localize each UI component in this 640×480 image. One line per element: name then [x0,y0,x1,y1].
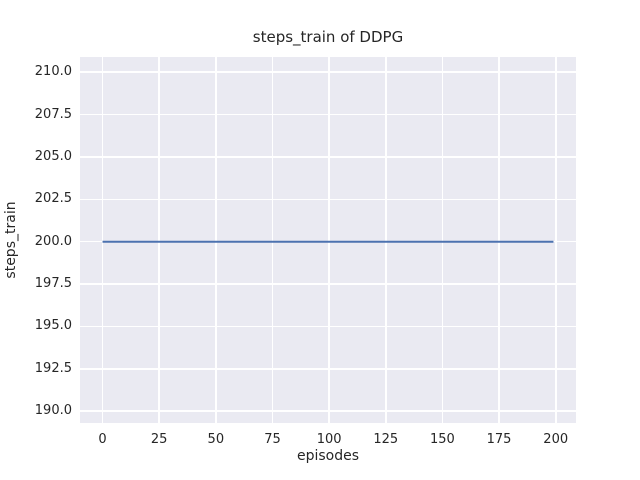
plot-area [80,57,576,423]
x-tick-label: 50 [207,432,225,447]
y-tick-label: 197.5 [34,276,72,292]
x-gridline [101,57,104,423]
y-tick-label: 200.0 [34,233,72,249]
x-axis-label: episodes [296,448,360,464]
y-gridline [80,367,576,370]
x-gridline [498,57,500,423]
y-gridline [80,71,576,74]
x-tick-label: 200 [543,432,569,447]
x-gridline [158,57,160,423]
x-tick-label: 150 [430,432,455,447]
y-tick-label: 207.5 [34,106,72,122]
x-tick-label: 175 [486,432,512,447]
y-gridline [80,283,576,285]
x-gridline [441,57,444,423]
y-tick-label: 210.0 [34,64,72,80]
x-tick-label: 100 [316,432,342,447]
x-gridline [328,57,330,423]
y-tick-label: 192.5 [34,360,72,376]
x-gridline [554,57,557,423]
y-tick-label: 205.0 [34,148,72,164]
chart-title: steps_train of DDPG [252,28,404,46]
y-gridline [80,198,576,201]
series-layer [102,240,554,243]
y-gridline [80,156,576,158]
x-gridline [271,57,274,423]
y-tick-label: 190.0 [34,403,72,419]
x-tick-label: 0 [98,432,107,447]
x-tick-label: 25 [150,432,168,447]
y-gridline [80,410,576,412]
y-gridline [80,113,576,116]
y-tick-label: 202.5 [34,191,72,207]
x-gridline [384,57,387,423]
x-tick-label: 75 [264,432,281,447]
y-gridline [80,325,576,328]
y-tick-label: 195.0 [34,318,72,334]
x-tick-label: 125 [373,432,399,447]
x-gridline [215,57,217,423]
